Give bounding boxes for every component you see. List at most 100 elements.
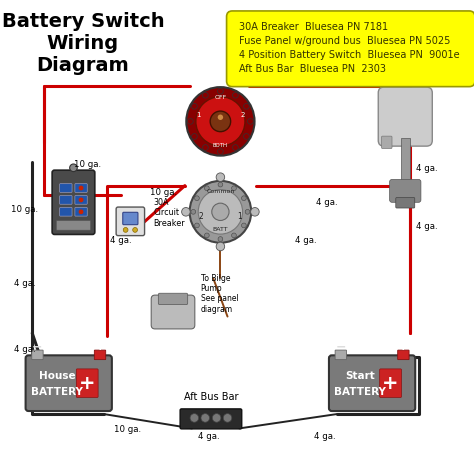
Text: 4 ga.: 4 ga. [416, 165, 438, 173]
FancyBboxPatch shape [396, 198, 415, 208]
FancyBboxPatch shape [94, 350, 106, 360]
Circle shape [244, 103, 249, 109]
Text: House: House [38, 371, 75, 381]
Bar [401, 138, 410, 186]
Circle shape [190, 414, 199, 422]
FancyBboxPatch shape [390, 179, 421, 202]
Circle shape [212, 203, 229, 220]
FancyBboxPatch shape [380, 369, 401, 397]
Circle shape [232, 233, 237, 238]
FancyBboxPatch shape [398, 350, 409, 360]
FancyBboxPatch shape [158, 293, 188, 305]
FancyBboxPatch shape [180, 409, 242, 429]
Circle shape [182, 208, 190, 216]
Circle shape [218, 115, 223, 120]
Text: 4 ga.: 4 ga. [416, 222, 438, 230]
Circle shape [194, 196, 199, 200]
FancyBboxPatch shape [32, 350, 43, 360]
Text: +: + [398, 340, 409, 353]
Text: 4 ga.: 4 ga. [14, 279, 36, 288]
Circle shape [190, 181, 251, 243]
Text: BATT: BATT [213, 227, 228, 232]
Text: BOTH: BOTH [213, 143, 228, 148]
Text: 30A
Circuit
Breaker: 30A Circuit Breaker [153, 198, 185, 228]
Circle shape [218, 182, 223, 187]
Circle shape [70, 164, 77, 172]
Text: −: − [32, 340, 43, 353]
Text: 10 ga.: 10 ga. [11, 205, 38, 214]
Text: BATTERY: BATTERY [31, 387, 83, 397]
Text: 4 ga.: 4 ga. [14, 346, 36, 354]
FancyBboxPatch shape [52, 170, 95, 235]
Text: 1: 1 [237, 212, 242, 221]
Circle shape [133, 228, 137, 232]
Circle shape [123, 228, 128, 232]
Circle shape [204, 233, 209, 238]
Text: +: + [383, 374, 399, 393]
Text: Battery Switch
Wiring
Diagram: Battery Switch Wiring Diagram [1, 12, 164, 75]
FancyBboxPatch shape [335, 350, 346, 360]
Circle shape [202, 92, 208, 98]
Circle shape [218, 149, 223, 154]
FancyBboxPatch shape [60, 196, 72, 204]
Circle shape [216, 242, 225, 251]
Text: 10 ga.: 10 ga. [74, 160, 101, 169]
Text: Start: Start [346, 371, 375, 381]
Circle shape [188, 119, 193, 124]
FancyBboxPatch shape [123, 212, 138, 225]
Circle shape [216, 173, 225, 181]
Circle shape [210, 111, 231, 132]
Circle shape [233, 145, 238, 150]
Circle shape [191, 134, 197, 139]
Circle shape [251, 208, 259, 216]
FancyBboxPatch shape [75, 208, 87, 216]
Text: Common: Common [206, 189, 235, 194]
Text: 4 ga.: 4 ga. [295, 236, 317, 245]
Text: 30A Breaker  Bluesea PN 7181
Fuse Panel w/ground bus  Bluesea PN 5025
4 Position: 30A Breaker Bluesea PN 7181 Fuse Panel w… [239, 22, 460, 74]
Circle shape [196, 97, 245, 146]
Circle shape [232, 186, 237, 190]
FancyBboxPatch shape [227, 11, 474, 87]
Circle shape [212, 414, 221, 422]
FancyBboxPatch shape [60, 184, 72, 192]
Text: Aft Bus Bar: Aft Bus Bar [184, 391, 238, 402]
FancyBboxPatch shape [382, 136, 392, 149]
Text: −: − [336, 340, 346, 353]
Circle shape [242, 223, 246, 228]
Circle shape [244, 134, 249, 139]
FancyBboxPatch shape [75, 184, 87, 192]
Circle shape [198, 189, 243, 234]
Circle shape [245, 209, 250, 214]
Text: 4 ga.: 4 ga. [198, 433, 219, 441]
Circle shape [202, 145, 208, 150]
Circle shape [79, 198, 83, 202]
FancyBboxPatch shape [75, 196, 87, 204]
Text: To Bilge
Pump
See panel
diagram: To Bilge Pump See panel diagram [201, 274, 238, 314]
Text: 4 ga.: 4 ga. [314, 433, 336, 441]
Circle shape [201, 414, 210, 422]
FancyBboxPatch shape [378, 87, 432, 146]
Text: 4 ga.: 4 ga. [316, 198, 338, 207]
Text: 2: 2 [240, 111, 245, 118]
FancyBboxPatch shape [151, 295, 195, 329]
Text: 2: 2 [199, 212, 204, 221]
FancyBboxPatch shape [76, 369, 98, 397]
Circle shape [191, 209, 196, 214]
Circle shape [79, 209, 83, 214]
Circle shape [242, 196, 246, 200]
Text: 10 ga.: 10 ga. [150, 188, 177, 197]
FancyBboxPatch shape [26, 355, 112, 411]
Circle shape [233, 92, 238, 98]
Text: +: + [95, 340, 105, 353]
Circle shape [218, 89, 223, 94]
Text: BATTERY: BATTERY [334, 387, 386, 397]
FancyBboxPatch shape [116, 207, 145, 236]
FancyBboxPatch shape [56, 221, 91, 230]
Text: 1: 1 [196, 111, 201, 118]
Circle shape [191, 103, 197, 109]
FancyBboxPatch shape [329, 355, 415, 411]
Circle shape [194, 223, 199, 228]
Circle shape [204, 186, 209, 190]
Text: +: + [79, 374, 95, 393]
Text: OFF: OFF [214, 95, 227, 100]
